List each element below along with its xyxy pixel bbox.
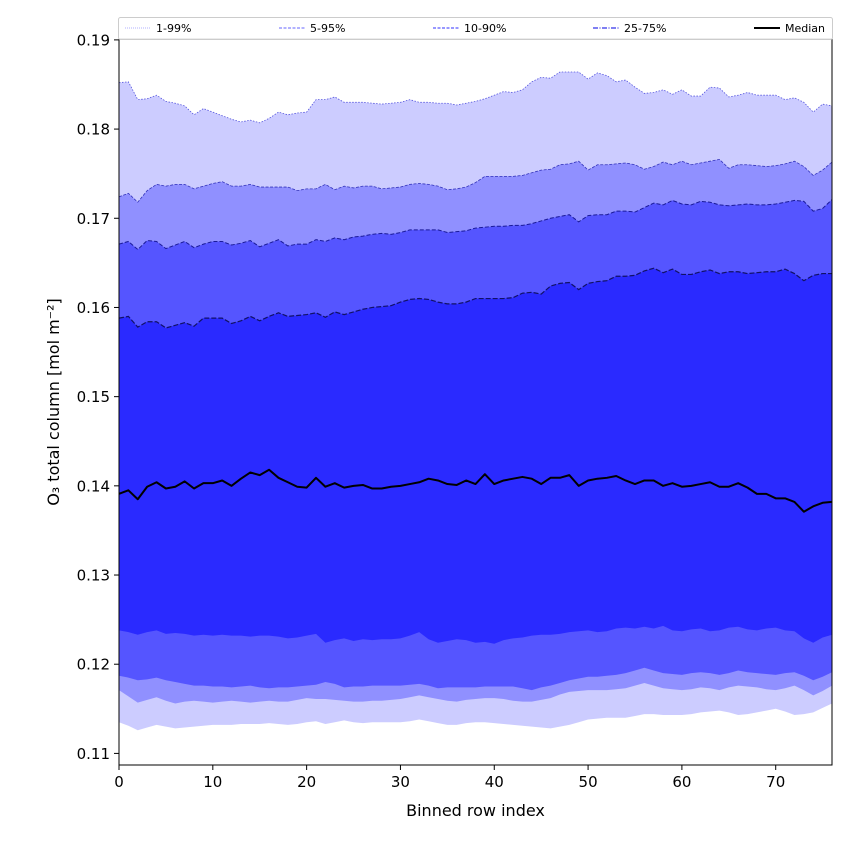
- x-tick-label: 70: [766, 773, 785, 791]
- band-25-75pct: [119, 268, 832, 644]
- x-tick-label: 0: [114, 773, 124, 791]
- y-tick-label: 0.19: [77, 31, 110, 49]
- band-upper-line-10-90pct: [119, 199, 832, 251]
- x-tick-label: 30: [391, 773, 410, 791]
- y-tick-label: 0.15: [77, 388, 110, 406]
- legend-label: 25-75%: [624, 22, 666, 35]
- y-tick-label: 0.18: [77, 121, 110, 139]
- y-tick-label: 0.11: [77, 745, 110, 763]
- bands-layer: [119, 71, 832, 731]
- legend-frame: [118, 17, 833, 40]
- y-axis: 0.11 0.12 0.13 0.14 0.15 0.16 0.17 0.18 0.19: [77, 31, 119, 763]
- legend: 1-99% 5-95% 10-90% 25-75% Median: [118, 17, 833, 40]
- legend-label: 1-99%: [156, 22, 191, 35]
- band-upper-line-25-75pct: [119, 267, 832, 329]
- y-tick-label: 0.13: [77, 567, 110, 585]
- x-tick-label: 50: [579, 773, 598, 791]
- band-upper-line-5-95pct: [119, 158, 832, 203]
- y-tick-label: 0.17: [77, 210, 110, 228]
- x-tick-label: 20: [297, 773, 316, 791]
- x-tick-label: 10: [203, 773, 222, 791]
- y-tick-label: 0.12: [77, 656, 110, 674]
- x-axis: 0 10 20 30 40 50 60 70: [114, 765, 785, 791]
- x-tick-label: 60: [672, 773, 691, 791]
- median-layer: [119, 468, 832, 513]
- plot-area: [118, 38, 833, 766]
- y-tick-label: 0.16: [77, 299, 110, 317]
- x-tick-label: 40: [485, 773, 504, 791]
- legend-label: Median: [785, 22, 825, 35]
- x-axis-label: Binned row index: [406, 801, 545, 820]
- legend-label: 5-95%: [310, 22, 345, 35]
- y-tick-label: 0.14: [77, 477, 110, 495]
- legend-label: 10-90%: [464, 22, 506, 35]
- y-axis-label: O₃ total column [mol m⁻²]: [44, 298, 63, 506]
- median-line: [119, 468, 832, 513]
